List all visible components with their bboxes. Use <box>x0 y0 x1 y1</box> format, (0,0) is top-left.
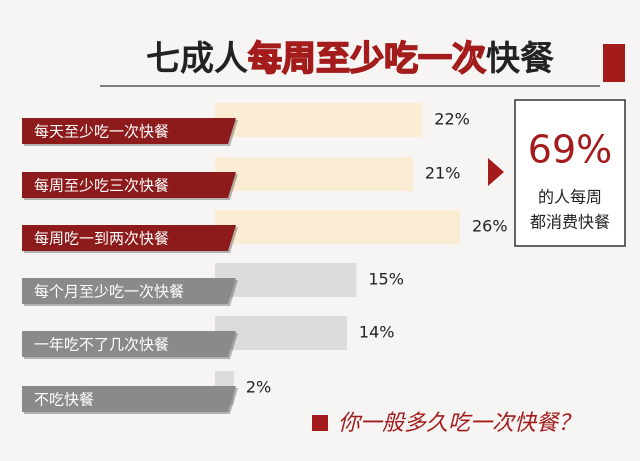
category-label-box <box>22 386 236 412</box>
category-label-box <box>22 172 236 198</box>
category-label: 每天至少吃一次快餐 <box>34 123 169 141</box>
title-highlight: 每周至少吃一次 <box>248 39 486 79</box>
value-label: 26% <box>472 217 508 236</box>
category-label: 每周吃一到两次快餐 <box>34 230 169 248</box>
value-label: 22% <box>434 110 470 129</box>
category-label-box <box>22 331 236 357</box>
callout-arrow <box>488 158 504 186</box>
value-label: 15% <box>368 270 404 289</box>
category-label-box <box>22 118 236 144</box>
value-label: 21% <box>425 164 461 183</box>
bar <box>215 157 413 191</box>
chart-title: 七成人每周至少吃一次快餐 <box>146 39 554 79</box>
callout-box <box>514 99 626 247</box>
bar <box>215 103 423 137</box>
category-label: 一年吃不了几次快餐 <box>34 336 169 354</box>
category-label-box <box>22 225 236 251</box>
category-label-box <box>22 278 236 304</box>
value-label: 2% <box>246 378 271 397</box>
question-marker <box>312 415 328 431</box>
category-label: 每周至少吃三次快餐 <box>34 177 169 195</box>
category-label: 不吃快餐 <box>34 391 94 409</box>
callout-value: 69% <box>528 128 612 172</box>
question: 你一般多久吃一次快餐？ <box>338 411 580 436</box>
callout-text: 的人每周 <box>538 188 602 207</box>
bar <box>215 210 460 244</box>
bar <box>215 263 357 297</box>
title-part: 快餐 <box>486 39 554 79</box>
bar <box>215 316 347 350</box>
value-label: 14% <box>359 323 395 342</box>
title-accent <box>603 44 625 82</box>
title-part: 七成人 <box>146 39 248 79</box>
category-label: 每个月至少吃一次快餐 <box>34 283 184 301</box>
callout-text: 都消费快餐 <box>530 213 610 232</box>
